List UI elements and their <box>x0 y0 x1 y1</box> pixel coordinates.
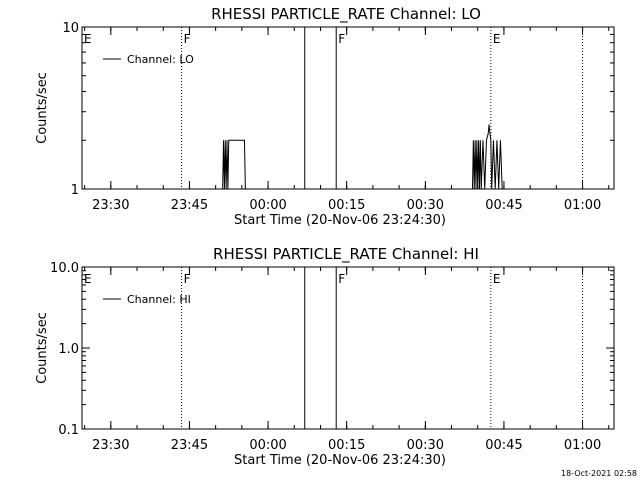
event-label: F <box>338 272 345 286</box>
x-tick-label: 00:45 <box>485 198 522 213</box>
event-label: E <box>84 32 92 46</box>
event-label: E <box>493 32 501 46</box>
x-tick-label: 23:30 <box>92 198 129 213</box>
x-tick-label: 01:00 <box>564 438 601 453</box>
data-series-line <box>82 124 504 190</box>
y-axis-label: Counts/sec <box>35 72 50 144</box>
y-tick-label: 1.0 <box>58 342 79 357</box>
x-tick-label: 01:00 <box>564 198 601 213</box>
y-axis-label: Counts/sec <box>35 312 50 384</box>
x-tick-label: 00:00 <box>249 198 286 213</box>
y-tick-label: 10.0 <box>50 261 79 276</box>
event-label: F <box>338 32 345 46</box>
event-label: F <box>184 32 191 46</box>
x-tick-label: 00:30 <box>407 198 444 213</box>
event-label: E <box>84 272 92 286</box>
x-tick-label: 23:45 <box>171 438 208 453</box>
x-tick-label: 00:30 <box>407 438 444 453</box>
legend-label: Channel: LO <box>127 53 194 66</box>
y-tick-label: 0.1 <box>58 423 79 438</box>
x-tick-label: 00:45 <box>485 438 522 453</box>
x-tick-label: 00:15 <box>328 438 365 453</box>
x-tick-label: 00:15 <box>328 198 365 213</box>
x-tick-label: 00:00 <box>249 438 286 453</box>
x-tick-label: 23:30 <box>92 438 129 453</box>
x-axis-label: Start Time (20-Nov-06 23:24:30) <box>234 453 446 468</box>
legend-label: Channel: HI <box>127 293 191 306</box>
event-label: E <box>493 272 501 286</box>
chart-title: RHESSI PARTICLE_RATE Channel: LO <box>211 5 481 24</box>
y-tick-label: 10 <box>62 21 79 36</box>
x-axis-label: Start Time (20-Nov-06 23:24:30) <box>234 213 446 228</box>
y-tick-label: 1 <box>71 183 79 198</box>
figure-timestamp: 18-Oct-2021 02:58 <box>561 469 637 478</box>
x-tick-label: 23:45 <box>171 198 208 213</box>
chart-title: RHESSI PARTICLE_RATE Channel: HI <box>213 245 479 264</box>
event-label: F <box>184 272 191 286</box>
